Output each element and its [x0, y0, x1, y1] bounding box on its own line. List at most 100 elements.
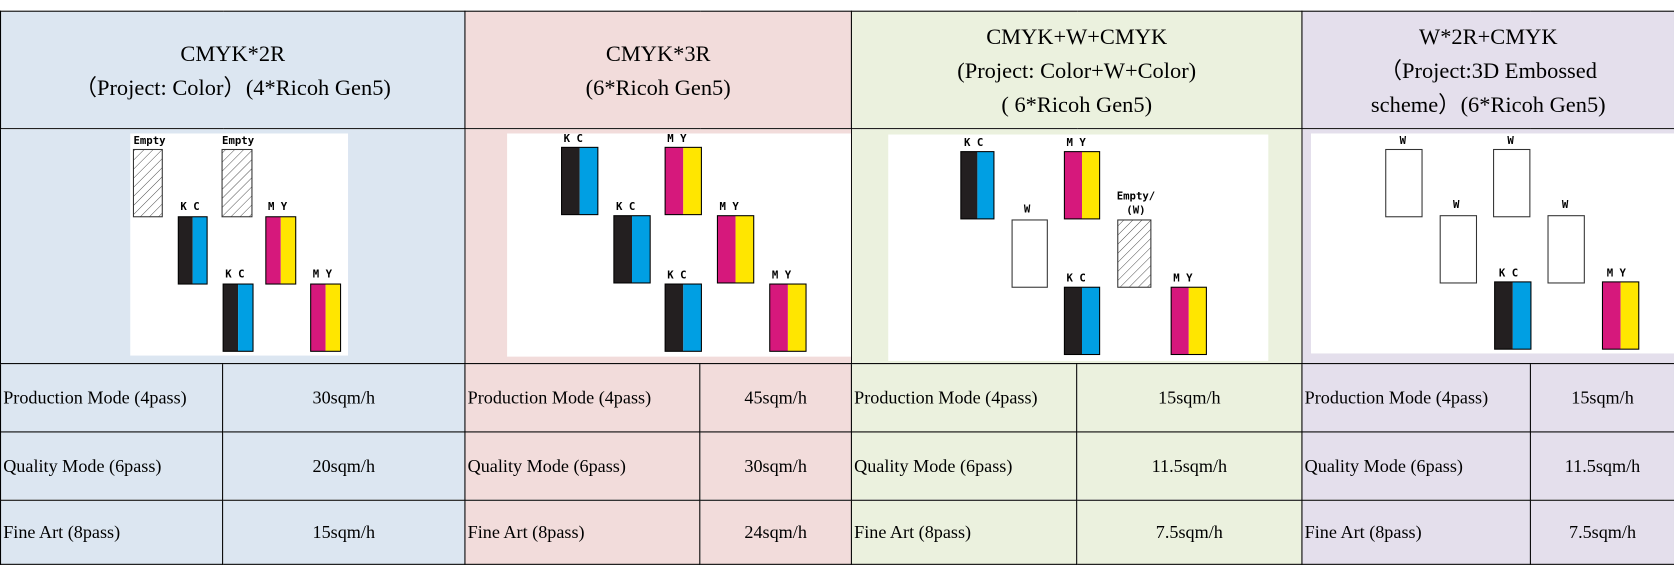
header-line: （Project:3D Embossed — [1303, 53, 1674, 87]
head-left — [665, 284, 683, 351]
header-line: (6*Ricoh Gen5) — [465, 70, 850, 104]
head-left — [770, 284, 788, 351]
mode-speed: 11.5sqm/h — [1077, 432, 1302, 500]
head-left — [961, 152, 978, 219]
head-label: K C — [225, 267, 244, 280]
empty-head — [133, 149, 162, 216]
head-label: K C — [616, 200, 635, 213]
mode-label: Production Mode (4pass) — [465, 364, 700, 432]
head-label: M Y — [1173, 272, 1193, 285]
head-left — [717, 216, 735, 283]
head-left — [1064, 287, 1082, 354]
white-head — [1386, 149, 1422, 216]
mode-label: Quality Mode (6pass) — [851, 432, 1076, 500]
header-line: CMYK*3R — [465, 36, 850, 70]
head-right — [193, 217, 207, 284]
head-label: Empty/ — [1117, 189, 1155, 202]
head-left — [1495, 282, 1513, 349]
mode-speed: 20sqm/h — [223, 432, 465, 500]
page: {"columns":[ {"title_lines":["CMYK*2R","… — [0, 0, 1674, 567]
head-label: M Y — [313, 267, 333, 280]
head-label: K C — [667, 268, 686, 281]
head-label: W — [1453, 198, 1460, 211]
head-label: M Y — [772, 268, 792, 281]
empty-head — [222, 149, 252, 216]
white-head — [1494, 149, 1530, 216]
mode-speed: 7.5sqm/h — [1077, 500, 1302, 564]
column-header: CMYK*2R（Project: Color）(4*Ricoh Gen5) — [1, 11, 465, 128]
head-right — [788, 284, 806, 351]
head-right — [1621, 282, 1639, 349]
mode-speed: 15sqm/h — [223, 500, 465, 564]
mode-speed: 15sqm/h — [1530, 364, 1674, 432]
head-right — [1189, 287, 1207, 354]
mode-label: Fine Art (8pass) — [851, 500, 1076, 564]
spec-table-wrapper: CMYK*2R（Project: Color）(4*Ricoh Gen5)CMY… — [0, 0, 1674, 567]
white-head — [1012, 220, 1047, 287]
head-left — [223, 284, 238, 351]
head-left — [1171, 287, 1189, 354]
diagram-cell: K CM YWEmpty/(W)K CM Y — [851, 129, 1302, 364]
head-left — [614, 216, 632, 283]
head-label: W — [1024, 202, 1031, 215]
head-label: K C — [564, 132, 583, 145]
head-label: W — [1508, 134, 1515, 147]
empty-head — [1118, 220, 1151, 287]
mode-speed: 24sqm/h — [700, 500, 852, 564]
head-label: Empty — [133, 134, 166, 147]
mode-label: Quality Mode (6pass) — [1, 432, 223, 500]
head-label: (W) — [1126, 203, 1145, 216]
head-label: M Y — [1607, 266, 1627, 279]
head-right — [683, 284, 701, 351]
mode-speed: 15sqm/h — [1077, 364, 1302, 432]
header-line: ( 6*Ricoh Gen5) — [852, 87, 1301, 121]
head-label: K C — [1499, 266, 1518, 279]
head-right — [1082, 152, 1100, 219]
head-label: Empty — [222, 134, 255, 147]
white-head — [1440, 216, 1476, 283]
mode-speed: 45sqm/h — [700, 364, 852, 432]
header-line: CMYK*2R — [1, 36, 464, 70]
head-right — [683, 147, 701, 214]
printhead-diagram: K C M Y K C M Y K C M Y — [465, 129, 851, 363]
head-left — [665, 147, 683, 214]
head-left — [1064, 152, 1082, 219]
mode-label: Fine Art (8pass) — [1302, 500, 1530, 564]
mode-label: Quality Mode (6pass) — [1302, 432, 1530, 500]
mode-speed: 7.5sqm/h — [1530, 500, 1674, 564]
mode-label: Fine Art (8pass) — [465, 500, 700, 564]
head-right — [326, 284, 341, 351]
head-right — [1513, 282, 1531, 349]
head-right — [238, 284, 253, 351]
diagram-cell: K C M Y K C M Y K C M Y — [465, 129, 851, 364]
mode-label: Production Mode (4pass) — [851, 364, 1076, 432]
column-header: CMYK+W+CMYK(Project: Color+W+Color)( 6*R… — [851, 11, 1302, 128]
mode-label: Quality Mode (6pass) — [465, 432, 700, 500]
column-header: CMYK*3R(6*Ricoh Gen5) — [465, 11, 851, 128]
spec-table: CMYK*2R（Project: Color）(4*Ricoh Gen5)CMY… — [0, 11, 1674, 565]
mode-speed: 30sqm/h — [223, 364, 465, 432]
header-line: (Project: Color+W+Color) — [852, 53, 1301, 87]
head-right — [977, 152, 994, 219]
header-line: W*2R+CMYK — [1303, 19, 1674, 53]
head-label: M Y — [667, 132, 687, 145]
mode-label: Fine Art (8pass) — [1, 500, 223, 564]
head-right — [736, 216, 754, 283]
head-right — [580, 147, 598, 214]
mode-label: Production Mode (4pass) — [1, 364, 223, 432]
header-line: （Project: Color）(4*Ricoh Gen5) — [1, 70, 464, 104]
head-left — [266, 217, 281, 284]
mode-speed: 30sqm/h — [700, 432, 852, 500]
head-left — [311, 284, 326, 351]
head-right — [281, 217, 296, 284]
head-label: M Y — [720, 200, 740, 213]
head-right — [1082, 287, 1100, 354]
head-label: M Y — [1067, 136, 1087, 149]
header-line: CMYK+W+CMYK — [852, 19, 1301, 53]
head-left — [1603, 282, 1621, 349]
